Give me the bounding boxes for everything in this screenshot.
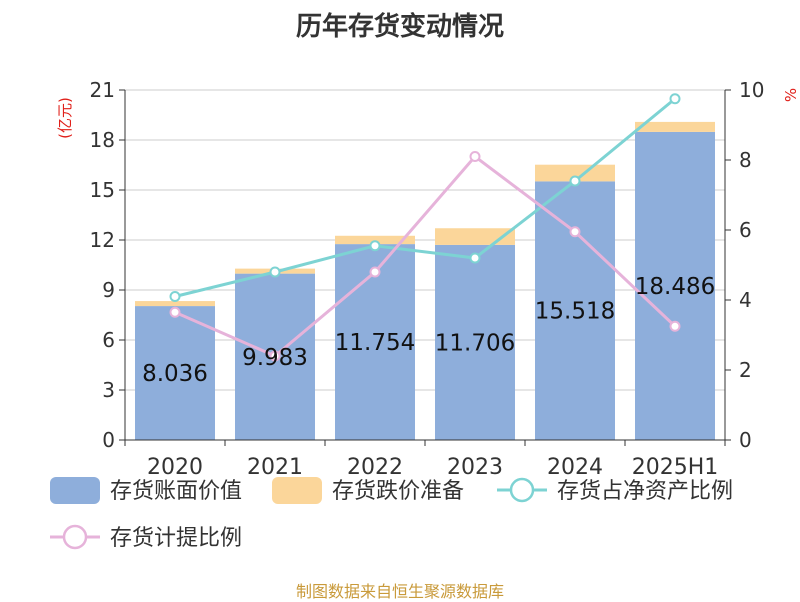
legend-swatch (272, 477, 322, 504)
provision-ratio-line (174, 154, 677, 358)
provision-ratio-point (469, 151, 481, 162)
provision-ratio-point (369, 266, 381, 278)
right-tick-label: 8 (739, 148, 752, 172)
legend-label: 存货占净资产比例 (557, 479, 733, 504)
x-tick-label: 2020 (147, 455, 203, 480)
data-labels: 8.036 9.983 11.754 11.706 15.518 18.486 (142, 274, 715, 387)
bar-reserve (335, 235, 415, 245)
left-tick-label: 0 (102, 428, 115, 452)
left-tick-label: 15 (90, 178, 115, 202)
net-asset-ratio-point (369, 240, 381, 252)
right-tick-label: 6 (739, 218, 752, 242)
left-axis-unit-label: (亿元) (56, 97, 74, 139)
bar-data-label: 11.706 (435, 330, 515, 356)
legend-swatch (50, 477, 100, 504)
x-tick-label: 2025H1 (632, 455, 719, 480)
axes: 0 3 6 9 12 15 18 21 0 2 4 6 8 10 (亿元)% 2020 2021 2022 2023… (56, 78, 800, 480)
net-asset-ratio-point (669, 93, 681, 105)
left-tick-label: 6 (102, 328, 115, 352)
legend-label: 存货计提比例 (110, 526, 242, 551)
bar-reserve (135, 301, 215, 307)
legend-label: 存货账面价值 (110, 479, 242, 504)
net-asset-ratio-point (269, 266, 281, 278)
bar-data-label: 15.518 (535, 299, 615, 325)
left-tick-label: 21 (90, 78, 115, 102)
lines (169, 93, 681, 362)
bar-reserve (635, 121, 715, 132)
net-asset-ratio-point (169, 291, 181, 302)
legend-marker (509, 477, 535, 503)
right-tick-label: 10 (739, 78, 764, 102)
provision-ratio-point (569, 226, 581, 238)
bar-data-label: 9.983 (242, 345, 308, 371)
data-source-note: 制图数据来自恒生聚源数据库 (295, 582, 504, 601)
net-asset-ratio-line (174, 97, 676, 298)
net-asset-ratio-point (569, 175, 581, 187)
legend-label: 存货跌价准备 (332, 479, 464, 504)
bar-book-value (435, 244, 515, 440)
right-tick-label: 0 (739, 428, 752, 452)
bar-book-value (135, 306, 215, 440)
net-asset-ratio-point (469, 252, 481, 264)
right-axis-unit-label: % (782, 88, 800, 102)
bar-data-label: 11.754 (335, 330, 415, 356)
provision-ratio-point (169, 306, 181, 318)
left-tick-label: 18 (90, 128, 115, 152)
bar-reserve (535, 164, 615, 182)
left-tick-label: 12 (90, 228, 115, 252)
right-tick-label: 4 (739, 288, 752, 312)
legend-marker (62, 524, 88, 550)
provision-ratio-point (669, 320, 681, 332)
bar-book-value (635, 131, 715, 440)
bars (135, 121, 715, 440)
chart-title: 历年存货变动情况 (295, 12, 504, 42)
bar-data-label: 8.036 (142, 361, 208, 387)
bar-data-label: 18.486 (635, 274, 715, 300)
left-tick-label: 3 (102, 378, 115, 402)
x-tick-label: 2024 (547, 455, 603, 480)
right-tick-label: 2 (739, 358, 752, 382)
x-tick-label: 2023 (447, 455, 503, 480)
left-tick-label: 9 (102, 278, 115, 302)
provision-ratio-point (269, 350, 281, 362)
bar-book-value (535, 181, 615, 440)
x-tick-label: 2021 (247, 455, 303, 480)
x-tick-label: 2022 (347, 455, 403, 480)
